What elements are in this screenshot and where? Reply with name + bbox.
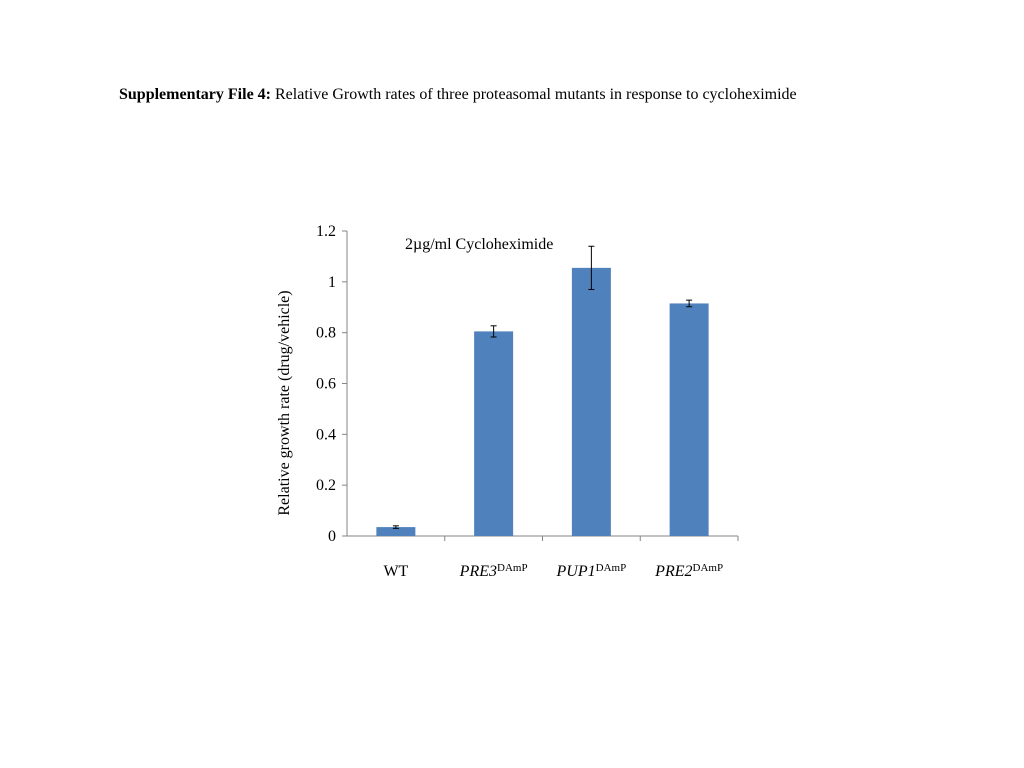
y-tick-label: 0.6 [316,376,336,393]
bar [474,331,514,536]
y-tick-label: 0.2 [316,477,336,494]
y-tick-label: 0.4 [316,426,336,443]
y-tick-label: 0.8 [316,325,336,342]
bar [571,267,611,536]
x-category-label: PUP1DAmP [556,562,627,580]
figure-caption: Supplementary File 4: Relative Growth ra… [119,85,797,105]
chart-error-bars [392,245,693,529]
chart-bars [376,267,709,536]
chart-annotation: 2µg/ml Cycloheximide [405,236,553,253]
caption-text: Relative Growth rates of three proteasom… [271,86,797,103]
chart-labels: 0 0.2 0.4 0.6 0.8 1 1.2 WT PRE3DAmP PUP1DAmP PRE2D… [276,223,723,580]
y-tick-label: 1 [328,274,336,291]
bar [669,303,709,536]
x-category-label: WT [383,563,408,580]
y-axis-label: Relative growth rate (drug/vehicle) [276,290,293,515]
bar [376,527,416,536]
y-tick-label: 0 [328,528,336,545]
x-category-label: PRE2DAmP [654,562,723,580]
x-category-label: PRE3DAmP [459,562,528,580]
caption-label: Supplementary File 4: [119,86,271,103]
y-tick-label: 1.2 [316,223,336,240]
